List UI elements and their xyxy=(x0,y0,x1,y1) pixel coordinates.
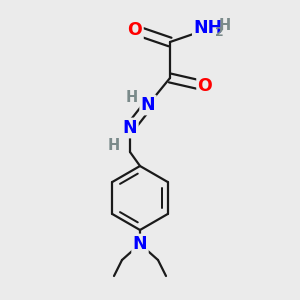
Text: N: N xyxy=(141,96,155,114)
Text: N: N xyxy=(133,235,147,253)
Text: O: O xyxy=(198,77,212,95)
Text: O: O xyxy=(128,21,142,39)
Text: N: N xyxy=(123,119,137,137)
Text: H: H xyxy=(219,19,231,34)
Text: NH: NH xyxy=(194,19,223,37)
Text: 2: 2 xyxy=(214,26,224,38)
Text: H: H xyxy=(126,89,138,104)
Text: H: H xyxy=(108,139,120,154)
